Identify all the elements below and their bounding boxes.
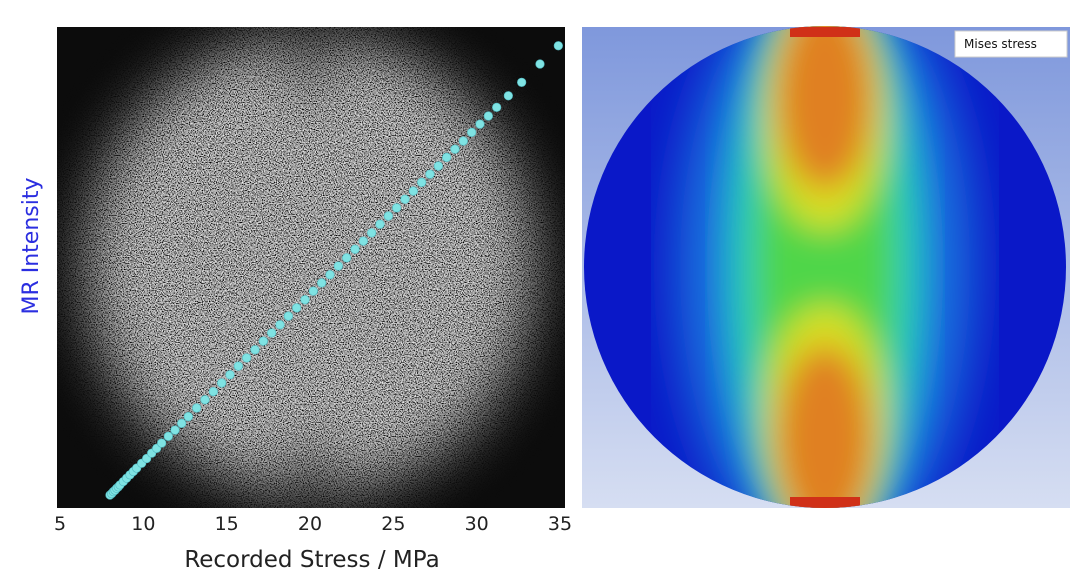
y-axis-label: MR Intensity: [19, 177, 44, 314]
data-point: [292, 303, 302, 313]
x-tick-label: 15: [215, 513, 239, 535]
data-point: [283, 311, 293, 321]
x-tick-label: 35: [548, 513, 572, 535]
data-point: [250, 345, 260, 355]
data-point: [375, 219, 385, 229]
data-point: [177, 418, 187, 428]
data-point: [317, 278, 327, 288]
data-point: [192, 403, 202, 413]
data-point: [400, 194, 410, 204]
data-point: [157, 438, 167, 448]
data-point: [367, 228, 377, 238]
data-point: [217, 378, 227, 388]
annotation: Mises stress: [964, 37, 1037, 51]
data-point: [200, 395, 210, 405]
data-point: [450, 144, 460, 154]
label-box: [954, 30, 1068, 58]
x-tick-label: 25: [381, 513, 405, 535]
x-tick-label: 10: [131, 513, 155, 535]
data-point: [467, 127, 477, 137]
data-point: [308, 286, 318, 296]
data-point: [417, 177, 427, 187]
data-point: [333, 261, 343, 271]
data-point: [358, 236, 368, 246]
data-point: [300, 295, 310, 305]
data-point: [458, 136, 468, 146]
data-point: [492, 102, 502, 112]
data-point: [342, 253, 352, 263]
data-point: [408, 186, 418, 196]
data-point: [225, 370, 235, 380]
x-tick-label: 30: [465, 513, 489, 535]
data-point: [517, 77, 527, 87]
data-point: [553, 41, 563, 51]
data-point: [433, 161, 443, 171]
x-axis-label: Recorded Stress / MPa: [184, 547, 439, 573]
data-point: [170, 425, 180, 435]
data-point: [267, 328, 277, 338]
data-point: [163, 431, 173, 441]
data-point: [183, 412, 193, 422]
data-point: [325, 270, 335, 280]
data-point: [242, 353, 252, 363]
data-point: [350, 244, 360, 254]
data-point: [425, 169, 435, 179]
data-point: [258, 336, 268, 346]
data-point: [392, 203, 402, 213]
data-point: [208, 386, 218, 397]
data-point: [233, 361, 243, 371]
mr-image: [57, 27, 565, 508]
x-tick-label: 20: [298, 513, 322, 535]
data-point: [275, 320, 285, 330]
data-point: [503, 91, 513, 101]
data-point: [483, 111, 493, 121]
data-point: [535, 59, 545, 69]
data-point: [442, 152, 452, 162]
x-tick-label: 5: [54, 513, 66, 535]
data-point: [383, 211, 393, 221]
stress-image: Mises stress: [582, 26, 1070, 508]
data-point: [475, 119, 485, 129]
